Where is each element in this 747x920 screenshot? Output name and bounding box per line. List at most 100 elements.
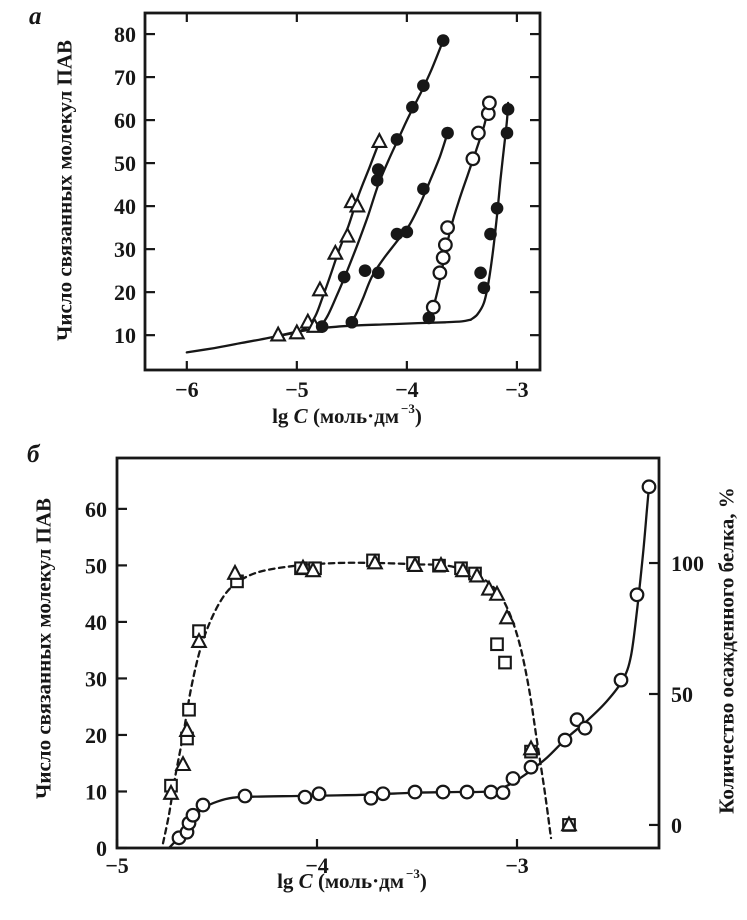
filled-circle-marker — [441, 126, 454, 140]
filled-circle-marker — [490, 201, 504, 215]
series-markers-filled-circle-isotherm-2 — [345, 126, 454, 329]
open-circle-marker — [363, 790, 379, 806]
series-markers-filled-circle-isotherm-1 — [315, 34, 450, 333]
plot-frame — [143, 11, 542, 372]
open-circle-marker — [465, 151, 481, 167]
filled-circle-marker — [501, 103, 515, 116]
x-axis-title-variable: C — [298, 869, 313, 893]
open-square-marker — [490, 637, 504, 652]
open-triangle-marker — [488, 584, 506, 601]
open-square-marker — [498, 655, 512, 670]
y2-tick-label: 0 — [671, 813, 682, 838]
y2-tick-label: 50 — [671, 682, 693, 707]
y-tick-label: 80 — [114, 22, 136, 47]
open-triangle-marker — [366, 553, 384, 570]
x-axis-title-exponent: −3 — [401, 401, 415, 416]
filled-circle-marker — [390, 133, 404, 146]
x-axis-title-prefix: lg — [272, 404, 294, 428]
open-circle-marker — [437, 237, 453, 253]
open-triangle-marker — [338, 226, 356, 243]
series-markers-bound-surfactant-circles — [171, 479, 657, 846]
panel-a-y-axis-title: Число связанных молекул ПАВ — [52, 39, 77, 342]
series-markers-filled-circle-isotherm-3 — [422, 103, 515, 325]
open-triangle-marker — [406, 555, 424, 572]
open-circle-marker — [311, 786, 327, 802]
open-triangle-marker — [294, 558, 312, 575]
open-triangle-marker — [226, 563, 244, 580]
filled-circle-marker — [345, 315, 359, 329]
x-axis-title-exponent: −3 — [406, 866, 420, 881]
open-circle-marker — [237, 788, 253, 804]
open-circle-marker — [577, 720, 593, 736]
x-tick-label: −3 — [505, 377, 529, 402]
open-circle-marker — [523, 759, 539, 775]
x-tick-label: −5 — [285, 377, 309, 402]
open-triangle-marker — [178, 720, 196, 738]
filled-circle-marker — [417, 79, 430, 92]
open-circle-marker — [483, 784, 499, 800]
filled-circle-marker — [370, 174, 384, 187]
open-circle-marker — [297, 789, 313, 805]
filled-circle-marker — [500, 126, 514, 140]
x-axis-title-close: ) — [419, 869, 427, 893]
open-triangle-marker — [498, 608, 516, 625]
y-tick-label: 60 — [114, 108, 136, 133]
x-tick-label: −4 — [395, 377, 419, 402]
open-circle-marker — [495, 785, 511, 801]
y2-tick-label: 100 — [671, 551, 704, 576]
open-triangle-marker — [311, 280, 329, 297]
filled-circle-marker — [406, 100, 419, 114]
open-circle-marker — [185, 807, 201, 823]
panel-b-label: б — [27, 441, 40, 468]
x-axis-title-variable: C — [293, 404, 308, 428]
y-tick-label: 70 — [114, 65, 136, 90]
filled-circle-marker — [390, 227, 404, 241]
chart-b: −5 −4 −3 0 10 20 30 40 50 60 0 50 100 — [85, 456, 704, 878]
open-circle-marker — [481, 95, 497, 111]
open-triangle-marker — [348, 196, 366, 213]
open-triangle-marker — [174, 754, 192, 772]
panel-b-y-axis-title: Число связанных молекул ПАВ — [31, 497, 56, 800]
x-axis-title-close: ) — [414, 404, 422, 428]
y-tick-label: 0 — [96, 836, 107, 861]
open-circle-marker — [613, 672, 629, 688]
open-circle-marker — [407, 784, 423, 800]
open-triangle-marker — [326, 243, 344, 260]
series-line-baseline — [185, 318, 472, 354]
open-circle-marker — [629, 587, 645, 603]
series-line-filled-circle-isotherm-2 — [347, 131, 449, 325]
y-tick-label: 30 — [85, 666, 107, 691]
open-triangle-marker — [454, 561, 472, 578]
series-markers-triangle-isotherm — [269, 131, 388, 342]
open-circle-marker — [432, 265, 448, 281]
open-circle-marker — [195, 797, 211, 813]
y-tick-label: 10 — [114, 323, 136, 348]
y-tick-label: 30 — [114, 237, 136, 262]
series-line-precipitated-protein-triangles — [161, 561, 553, 845]
open-circle-marker — [641, 479, 657, 495]
open-triangle-marker — [370, 131, 388, 148]
open-circle-marker — [459, 784, 475, 800]
filled-circle-marker — [474, 266, 487, 280]
plot-frame — [115, 456, 661, 850]
open-triangle-marker — [468, 566, 486, 583]
open-square-marker — [182, 702, 196, 717]
y-tick-label: 50 — [85, 553, 107, 578]
series-line-triangle-isotherm — [273, 140, 381, 338]
filled-circle-marker — [358, 264, 372, 277]
open-triangle-marker — [162, 783, 180, 800]
open-circle-marker — [435, 250, 451, 266]
panel-a-label: a — [29, 3, 42, 30]
chart-a: −6 −5 −4 −3 10 20 30 40 50 60 70 80 — [114, 11, 542, 402]
filled-circle-marker — [337, 270, 351, 284]
filled-circle-marker — [371, 163, 385, 176]
filled-circle-marker — [315, 320, 329, 333]
panel-b-x-axis-title: lg C (моль·дм −3) — [182, 866, 522, 894]
open-triangle-marker — [522, 739, 540, 756]
panel-b-y2-axis-title: Количество осажденного белка, % — [714, 487, 739, 814]
open-circle-marker — [375, 786, 391, 802]
y-tick-label: 40 — [114, 194, 136, 219]
x-axis-title-units: (моль·дм — [312, 869, 404, 893]
x-tick-label: −3 — [505, 853, 529, 878]
open-circle-marker — [505, 771, 521, 786]
